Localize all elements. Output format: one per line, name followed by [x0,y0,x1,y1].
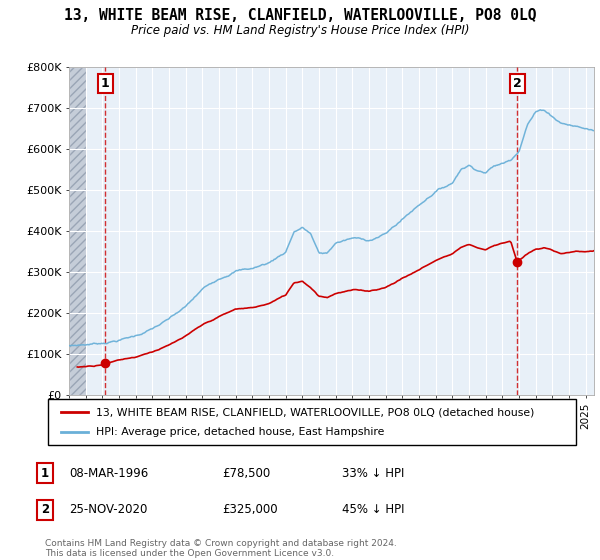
Text: 13, WHITE BEAM RISE, CLANFIELD, WATERLOOVILLE, PO8 0LQ: 13, WHITE BEAM RISE, CLANFIELD, WATERLOO… [64,8,536,24]
Text: 2: 2 [513,77,522,90]
Text: Price paid vs. HM Land Registry's House Price Index (HPI): Price paid vs. HM Land Registry's House … [131,24,469,36]
Text: 2: 2 [41,503,49,516]
Text: 08-MAR-1996: 08-MAR-1996 [69,466,148,480]
Text: 13, WHITE BEAM RISE, CLANFIELD, WATERLOOVILLE, PO8 0LQ (detached house): 13, WHITE BEAM RISE, CLANFIELD, WATERLOO… [95,407,534,417]
Text: £78,500: £78,500 [222,466,270,480]
Text: 1: 1 [101,77,110,90]
Text: 1: 1 [41,466,49,480]
Text: Contains HM Land Registry data © Crown copyright and database right 2024.
This d: Contains HM Land Registry data © Crown c… [45,539,397,558]
Text: 45% ↓ HPI: 45% ↓ HPI [342,503,404,516]
Text: 25-NOV-2020: 25-NOV-2020 [69,503,148,516]
Text: HPI: Average price, detached house, East Hampshire: HPI: Average price, detached house, East… [95,427,384,437]
Text: 33% ↓ HPI: 33% ↓ HPI [342,466,404,480]
Text: £325,000: £325,000 [222,503,278,516]
Bar [69,67,88,395]
